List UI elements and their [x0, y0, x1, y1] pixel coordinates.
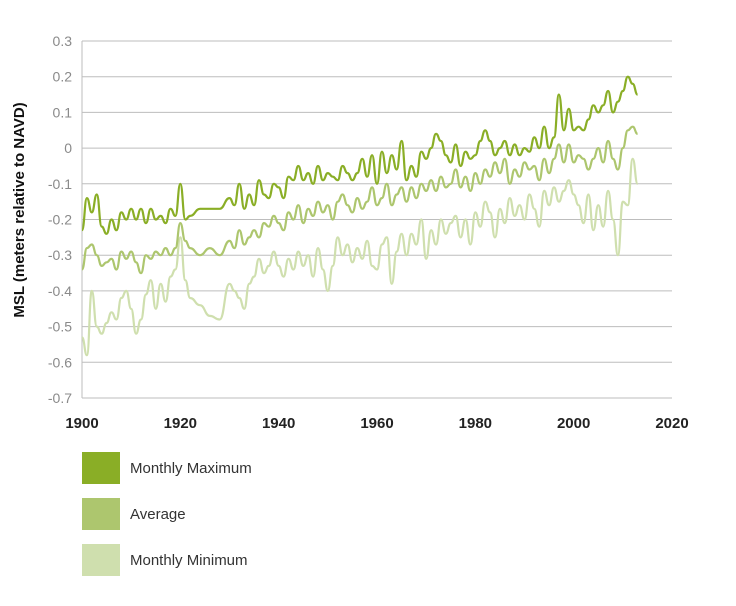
- legend: Monthly Maximum Average Monthly Minimum: [82, 452, 252, 590]
- x-tick-label: 1960: [360, 415, 393, 432]
- legend-label-monthly-maximum: Monthly Maximum: [130, 459, 252, 477]
- y-axis-ticks: 0.3 0.2 0.1 0 -0.1 -0.2 -0.3 -0.4 -0.5 -0.6 -0.7: [48, 33, 72, 406]
- series-line-average: [80, 125, 638, 275]
- legend-swatch-average: [82, 498, 120, 530]
- y-tick-label: -0.6: [48, 354, 72, 370]
- series-line-monthly-minimum: [80, 157, 639, 357]
- y-tick-label: -0.1: [48, 176, 72, 192]
- x-tick-label: 2000: [557, 415, 590, 432]
- legend-label-monthly-minimum: Monthly Minimum: [130, 551, 248, 569]
- legend-item-monthly-minimum: Monthly Minimum: [82, 544, 252, 576]
- sea-level-line-chart: 0.3 0.2 0.1 0 -0.1 -0.2 -0.3 -0.4 -0.5 -0.6 -0.7 1…: [11, 33, 689, 432]
- y-axis-title: MSL (meters relative to NAVD): [11, 102, 28, 317]
- x-tick-label: 1900: [65, 415, 98, 432]
- x-tick-label: 2020: [655, 415, 688, 432]
- legend-item-average: Average: [82, 498, 252, 530]
- y-tick-label: 0.2: [53, 69, 73, 85]
- x-axis-ticks: 1900 1920 1940 1960 1980 2000 2020: [65, 415, 688, 432]
- series-line-monthly-maximum: [80, 75, 639, 235]
- legend-swatch-monthly-minimum: [82, 544, 120, 576]
- x-tick-label: 1980: [459, 415, 492, 432]
- y-tick-label: 0: [64, 140, 72, 156]
- y-tick-label: 0.3: [53, 33, 73, 49]
- legend-label-average: Average: [130, 505, 186, 523]
- series-lines: [80, 75, 639, 357]
- y-tick-label: -0.2: [48, 212, 72, 228]
- y-tick-label: -0.7: [48, 390, 72, 406]
- x-tick-label: 1920: [164, 415, 197, 432]
- y-tick-label: -0.3: [48, 247, 72, 263]
- legend-swatch-monthly-maximum: [82, 452, 120, 484]
- x-tick-label: 1940: [262, 415, 295, 432]
- y-tick-label: -0.4: [48, 283, 72, 299]
- gridlines: [81, 40, 672, 399]
- y-tick-label: 0.1: [53, 104, 73, 120]
- y-tick-label: -0.5: [48, 319, 72, 335]
- legend-item-monthly-maximum: Monthly Maximum: [82, 452, 252, 484]
